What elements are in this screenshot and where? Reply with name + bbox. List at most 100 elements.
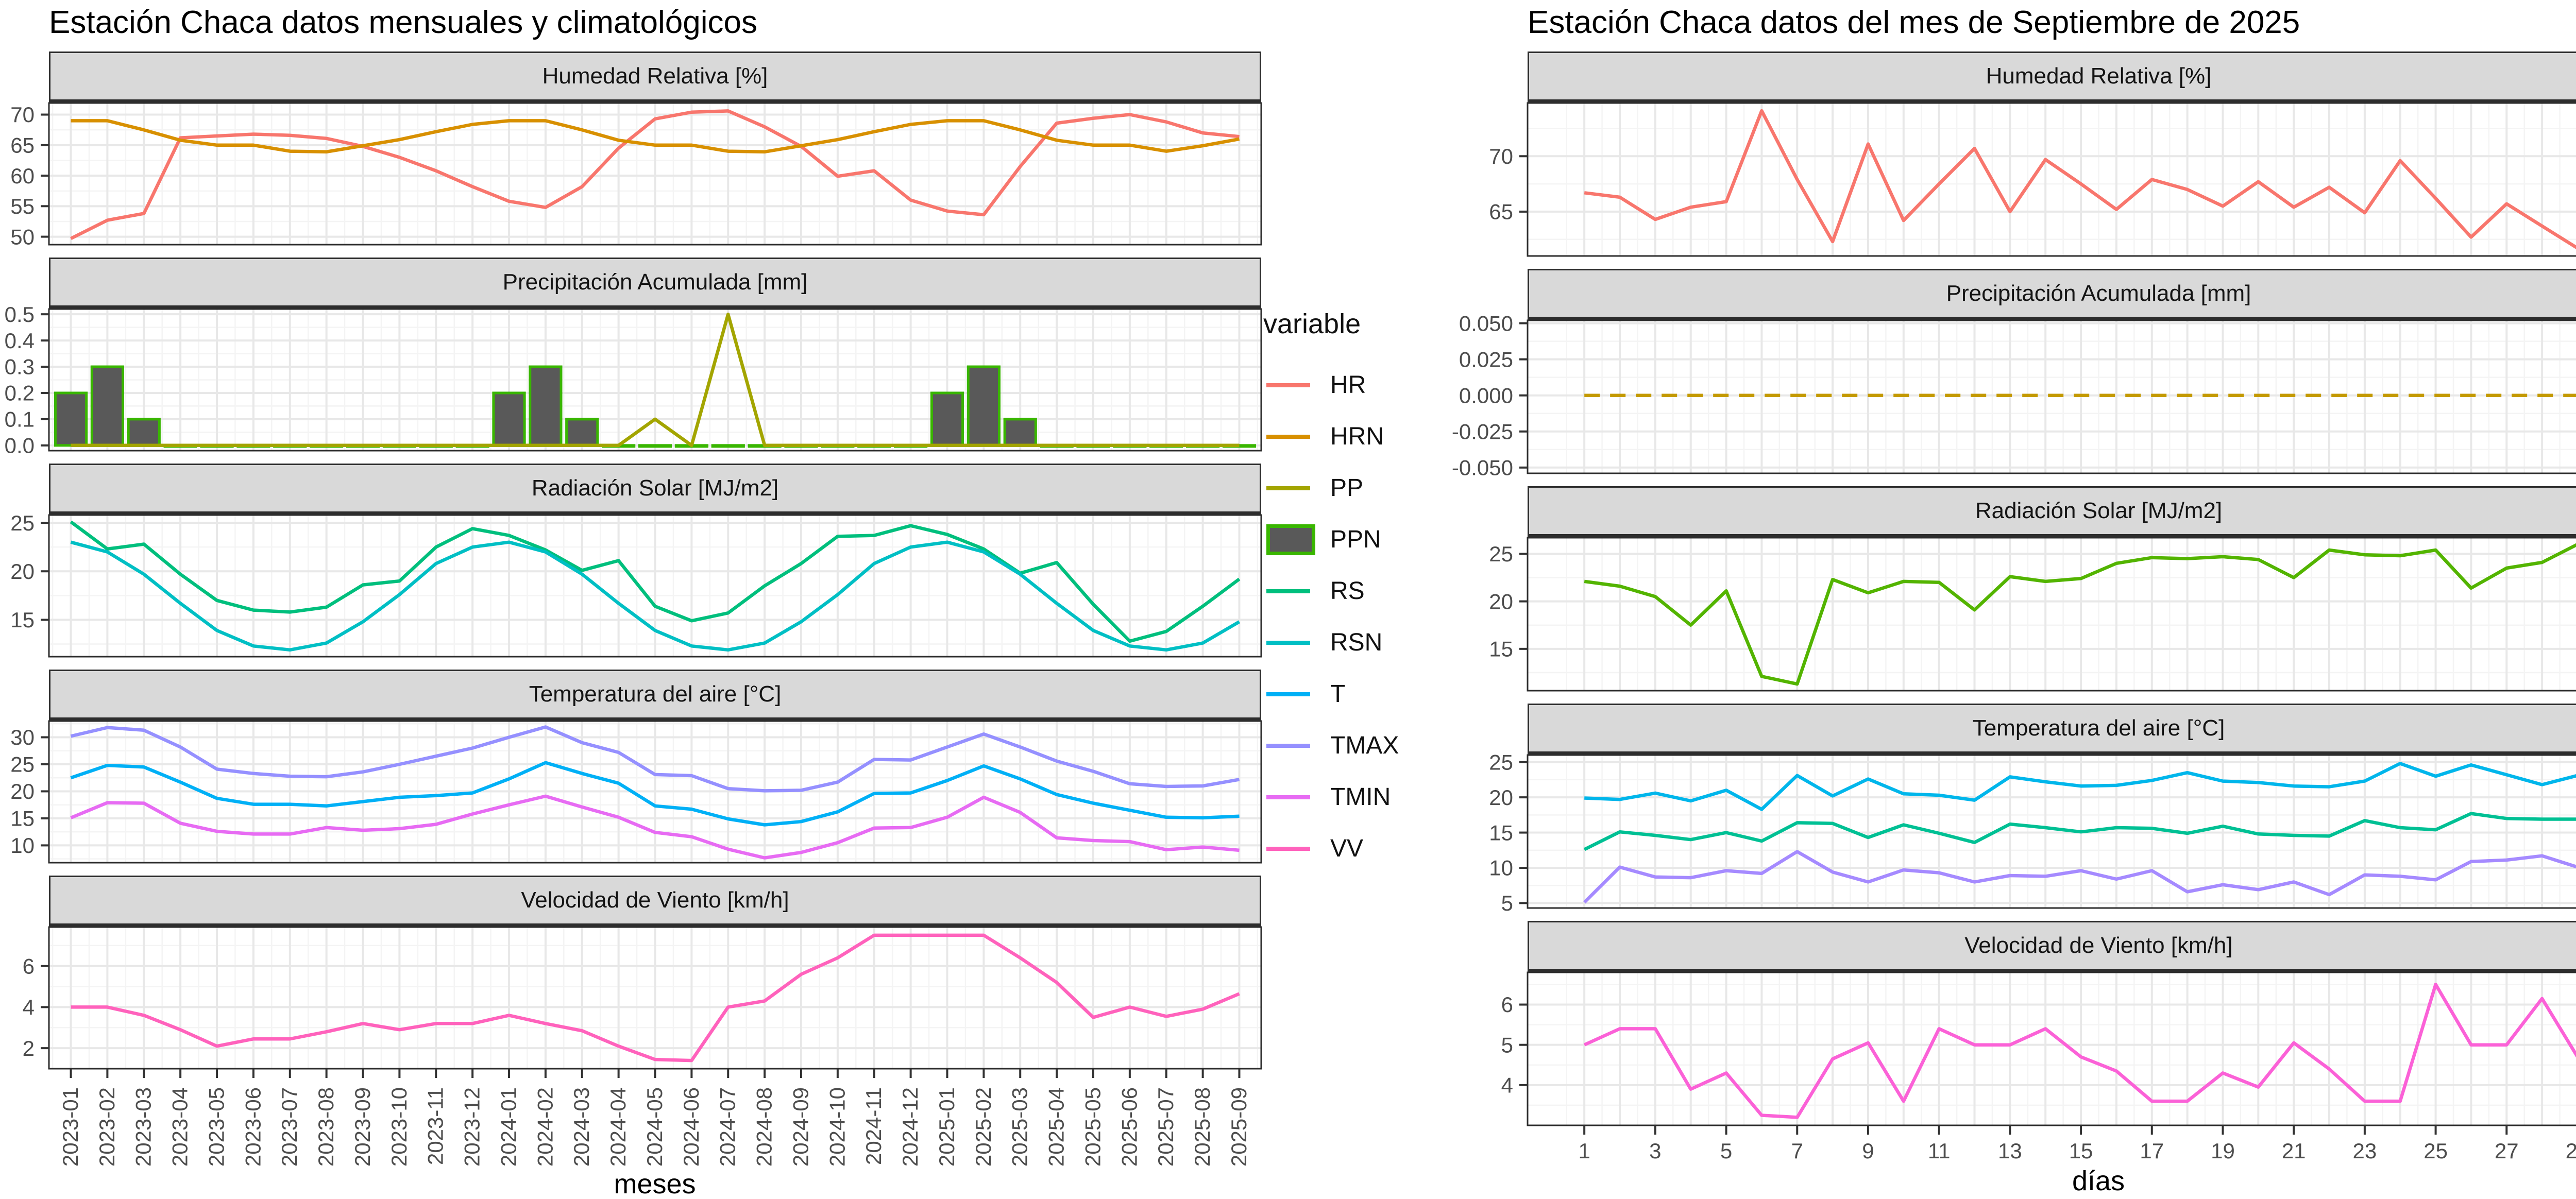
- major-gridlines: [49, 927, 1261, 1069]
- x-tick-label: 2023-02: [95, 1087, 119, 1167]
- panel-strip: Radiación Solar [MJ/m2]: [1528, 486, 2576, 538]
- x-tick-label: 2023-07: [277, 1087, 301, 1167]
- y-tick-label: 0.025: [1459, 347, 1513, 371]
- legend-key-T: [1266, 692, 1310, 696]
- legend-key-HR: [1266, 383, 1310, 387]
- line-TMAX: [70, 725, 1240, 793]
- major-gridlines: [49, 515, 1261, 657]
- panel-border: [1527, 754, 2576, 909]
- panel-plot-monthly-4: 6 4 2 2023-01 2023-02 2023-03 2023-04 2023-05 20…: [23, 926, 1262, 1167]
- x-tick-label: 2025-08: [1190, 1087, 1214, 1167]
- x-tick-label: 2023-12: [460, 1087, 484, 1167]
- x-tick-label: 2023-06: [241, 1087, 265, 1167]
- x-tick-label: 11: [1928, 1139, 1951, 1163]
- legend-key-TMIN: [1266, 795, 1310, 799]
- y-tick-label: 30: [10, 725, 35, 749]
- y-tick-label: 4: [23, 995, 35, 1019]
- x-tick-label: 2025-01: [935, 1087, 959, 1167]
- x-tick-label: 3: [1649, 1139, 1661, 1163]
- panel-strip: Radiación Solar [MJ/m2]: [49, 464, 1261, 515]
- series-group: [70, 109, 1240, 241]
- panel-strip: Velocidad de Viento [km/h]: [1528, 921, 2576, 972]
- panel-plot-september-daily-2: 25 20 15: [1489, 537, 2576, 692]
- x-tick-label: 2024-07: [716, 1087, 740, 1167]
- y-tick-label: 15: [10, 807, 35, 831]
- panel-strip: Temperatura del aire [°C]: [1528, 704, 2576, 755]
- y-tick-label: 50: [10, 225, 35, 249]
- x-tick-label: 2025-03: [1008, 1087, 1032, 1167]
- series-group: [70, 725, 1240, 860]
- y-tick-label: 0.4: [5, 329, 35, 353]
- major-gridlines: [1528, 972, 2576, 1125]
- daily-x-axis-title: días: [2072, 1166, 2125, 1196]
- panel-title: Temperatura del aire [°C]: [1972, 715, 2225, 741]
- bar-PPN: [967, 365, 1001, 447]
- bar-PPN: [90, 365, 125, 447]
- y-tick-label: 0.2: [5, 381, 35, 405]
- line-VV: [1583, 983, 2576, 1119]
- monthly-x-axis-title: meses: [614, 1169, 696, 1199]
- panel-border: [1527, 102, 2576, 257]
- panel-strip: Precipitación Acumulada [mm]: [1528, 269, 2576, 320]
- x-tick-label: 17: [2140, 1139, 2164, 1163]
- series-group: [1584, 543, 2576, 686]
- series-group: [1583, 762, 2576, 904]
- x-tick-label: 13: [1998, 1139, 2022, 1163]
- x-tick-label: 2024-12: [898, 1087, 922, 1167]
- panel-title: Radiación Solar [MJ/m2]: [531, 475, 779, 501]
- legend-key-RS: [1266, 589, 1310, 593]
- x-tick-label: 2024-05: [642, 1087, 667, 1167]
- panel-border: [1527, 971, 2576, 1126]
- y-tick-label: 15: [1489, 820, 1513, 845]
- panel-plot-september-daily-4: 6541357911131517192123252729: [1501, 971, 2576, 1163]
- y-tick-label: 2: [23, 1036, 35, 1060]
- legend-label-RSN: RSN: [1330, 629, 1383, 656]
- line-TMIN: [1583, 850, 2576, 904]
- bar-PPN: [711, 444, 745, 448]
- major-gridlines: [49, 721, 1261, 863]
- minor-gridlines: [1528, 538, 2576, 691]
- y-tick-label: 20: [1489, 785, 1513, 810]
- x-tick-label: 7: [1791, 1139, 1803, 1163]
- panel-strip: Humedad Relativa [%]: [1528, 52, 2576, 103]
- legend-label-HR: HR: [1330, 371, 1366, 399]
- x-tick-label: 27: [2495, 1139, 2519, 1163]
- series-group: [1583, 983, 2576, 1119]
- line-T: [70, 761, 1240, 827]
- monthly-chart-title: Estación Chaca datos mensuales y climato…: [49, 5, 758, 40]
- y-tick-label: 65: [10, 133, 35, 157]
- y-tick-label: 0.5: [5, 302, 35, 327]
- y-tick-label: 0.1: [5, 407, 35, 432]
- y-tick-label: -0.025: [1452, 419, 1513, 443]
- y-tick-label: 10: [1489, 856, 1513, 880]
- x-tick-label: 29: [2566, 1139, 2576, 1163]
- bar-PPN: [930, 391, 964, 447]
- x-tick-label: 2024-03: [569, 1087, 594, 1167]
- y-tick-label: 0.050: [1459, 311, 1513, 335]
- bar-PPN: [127, 418, 161, 447]
- y-tick-label: 25: [1489, 750, 1513, 774]
- panel-border: [48, 514, 1262, 658]
- x-tick-label: 23: [2353, 1139, 2377, 1163]
- y-tick-label: 60: [10, 164, 35, 188]
- line-TMAX: [1584, 762, 2576, 811]
- x-tick-label: 2025-09: [1227, 1087, 1251, 1167]
- series-group: [1584, 109, 2576, 249]
- x-tick-label: 2024-02: [533, 1087, 557, 1167]
- panel-border: [48, 308, 1262, 452]
- panel-plot-monthly-0: 70 65 60 55 50: [10, 102, 1262, 249]
- y-tick-label: 25: [10, 511, 35, 535]
- x-tick-label: 2025-07: [1154, 1087, 1178, 1167]
- panel-plot-september-daily-1: 0.050 0.025 0.000 -0.025 -0.050: [1452, 311, 2576, 479]
- y-tick-label: 15: [10, 608, 35, 632]
- legend-key-PPN: [1266, 524, 1315, 555]
- y-tick-label: -0.050: [1452, 455, 1513, 479]
- y-tick-label: 20: [10, 559, 35, 584]
- panel-strip: Humedad Relativa [%]: [49, 52, 1261, 103]
- x-tick-label: 2025-06: [1117, 1087, 1141, 1167]
- panel-title: Humedad Relativa [%]: [542, 63, 768, 89]
- panel-border: [1527, 537, 2576, 692]
- bar-PPN: [529, 365, 563, 447]
- panel-title: Radiación Solar [MJ/m2]: [1975, 498, 2223, 523]
